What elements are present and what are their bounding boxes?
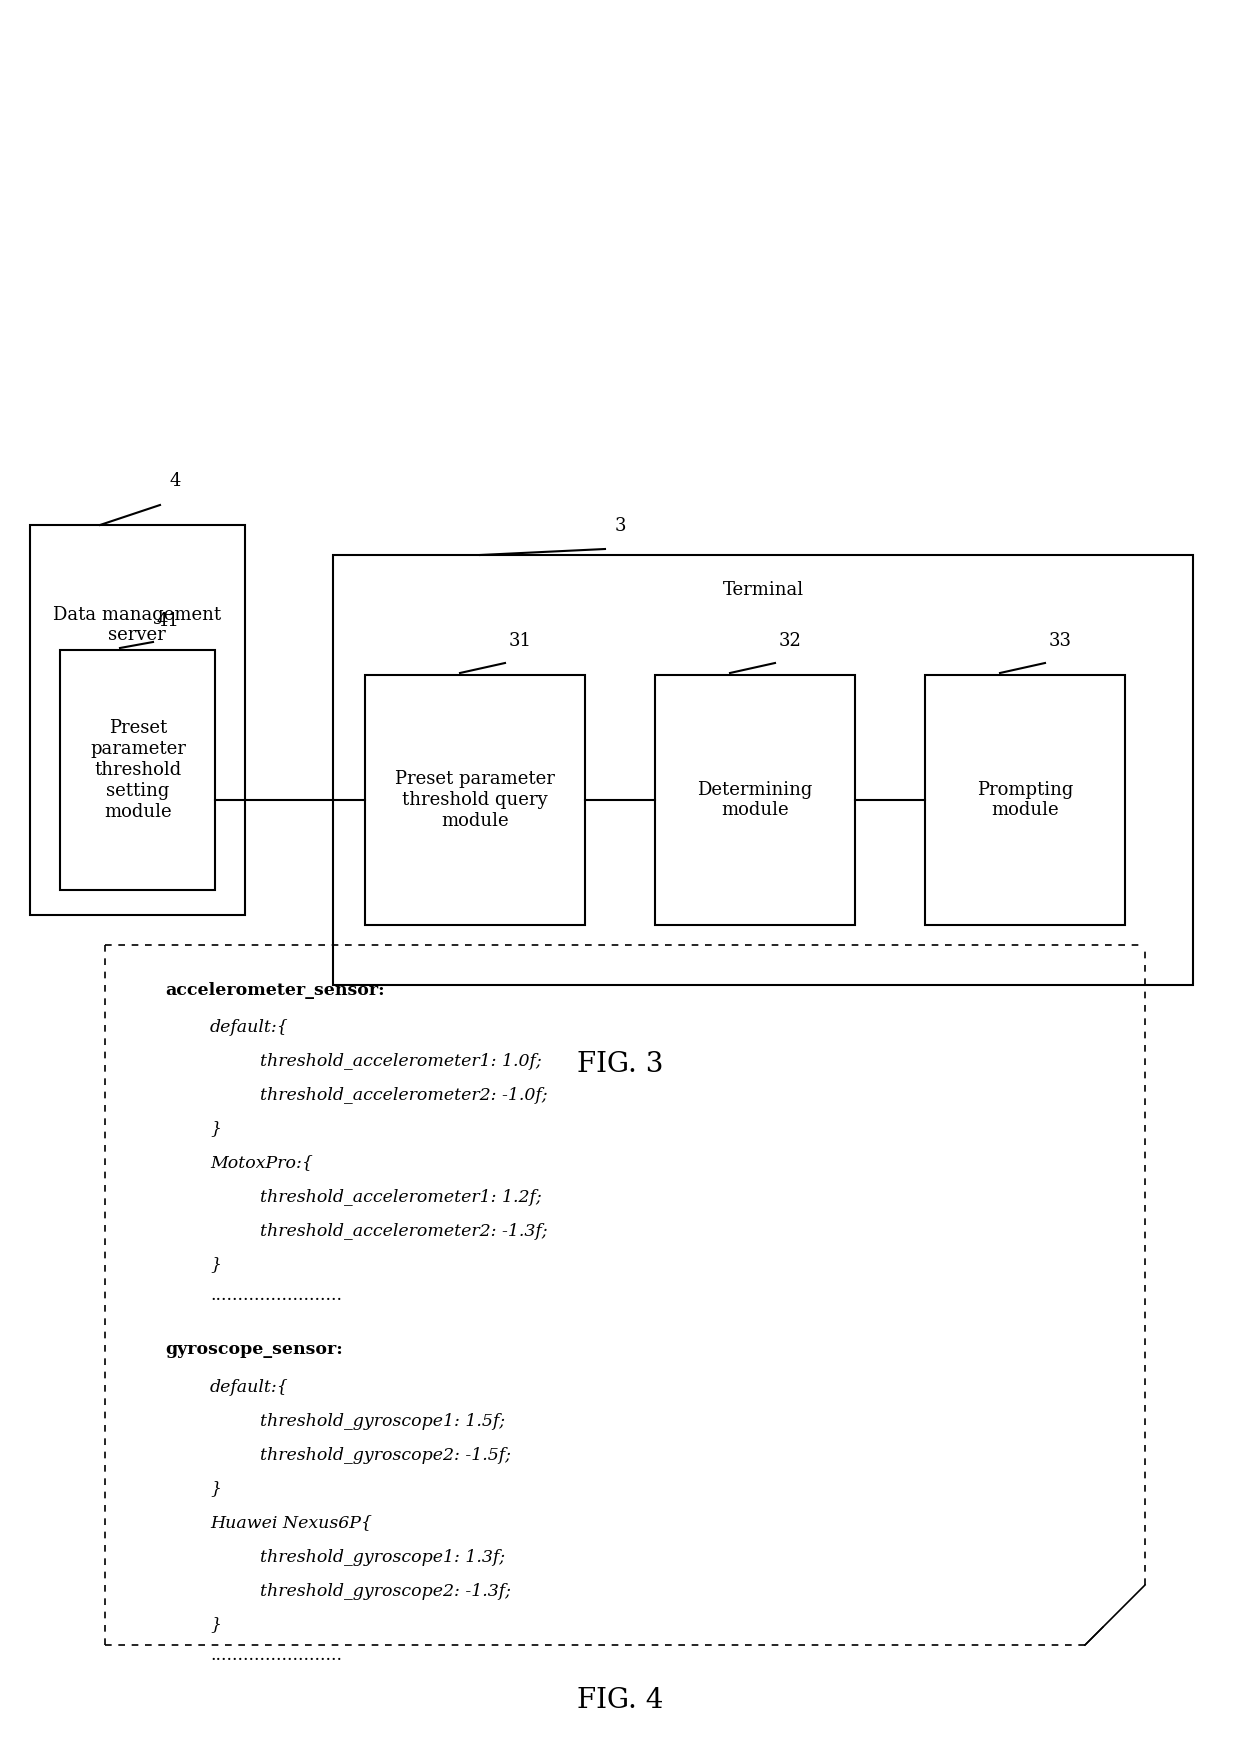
FancyBboxPatch shape xyxy=(365,675,585,925)
Text: 3: 3 xyxy=(614,517,626,536)
Text: threshold_gyroscope2: -1.3f;: threshold_gyroscope2: -1.3f; xyxy=(260,1583,511,1600)
Text: threshold_accelerometer2: -1.3f;: threshold_accelerometer2: -1.3f; xyxy=(260,1223,548,1239)
Text: 41: 41 xyxy=(156,612,180,630)
Text: Determining
module: Determining module xyxy=(697,780,812,820)
Text: Preset
parameter
threshold
setting
module: Preset parameter threshold setting modul… xyxy=(91,719,186,820)
Text: }: } xyxy=(210,1120,221,1138)
Text: threshold_accelerometer1: 1.0f;: threshold_accelerometer1: 1.0f; xyxy=(260,1052,542,1070)
Text: 33: 33 xyxy=(1049,632,1071,649)
Text: FIG. 4: FIG. 4 xyxy=(577,1686,663,1714)
Text: }: } xyxy=(210,1616,221,1633)
Text: gyroscope_sensor:: gyroscope_sensor: xyxy=(165,1342,342,1359)
Text: 4: 4 xyxy=(170,471,181,490)
Text: Prompting
module: Prompting module xyxy=(977,780,1073,820)
Text: 31: 31 xyxy=(508,632,532,649)
Text: Data management
server: Data management server xyxy=(53,606,221,644)
Text: Preset parameter
threshold query
module: Preset parameter threshold query module xyxy=(396,770,556,831)
Text: default:{: default:{ xyxy=(210,1019,289,1035)
Text: threshold_gyroscope2: -1.5f;: threshold_gyroscope2: -1.5f; xyxy=(260,1447,511,1464)
Text: ........................: ........................ xyxy=(210,1647,342,1663)
Text: threshold_accelerometer1: 1.2f;: threshold_accelerometer1: 1.2f; xyxy=(260,1188,542,1206)
FancyBboxPatch shape xyxy=(925,675,1125,925)
Text: }: } xyxy=(210,1480,221,1497)
Text: default:{: default:{ xyxy=(210,1379,289,1396)
Text: threshold_gyroscope1: 1.3f;: threshold_gyroscope1: 1.3f; xyxy=(260,1548,505,1565)
Text: Terminal: Terminal xyxy=(723,581,804,599)
Text: }: } xyxy=(210,1256,221,1274)
Text: threshold_gyroscope1: 1.5f;: threshold_gyroscope1: 1.5f; xyxy=(260,1412,505,1429)
Text: accelerometer_sensor:: accelerometer_sensor: xyxy=(165,981,384,998)
FancyBboxPatch shape xyxy=(334,555,1193,984)
Text: ........................: ........................ xyxy=(210,1286,342,1304)
FancyBboxPatch shape xyxy=(60,649,215,890)
FancyBboxPatch shape xyxy=(30,525,246,914)
Polygon shape xyxy=(1085,1584,1145,1646)
Text: 32: 32 xyxy=(779,632,801,649)
Text: MotoxPro:{: MotoxPro:{ xyxy=(210,1155,312,1171)
FancyBboxPatch shape xyxy=(655,675,856,925)
Text: Huawei Nexus6P{: Huawei Nexus6P{ xyxy=(210,1515,372,1532)
Text: threshold_accelerometer2: -1.0f;: threshold_accelerometer2: -1.0f; xyxy=(260,1087,548,1103)
Text: FIG. 3: FIG. 3 xyxy=(577,1052,663,1078)
